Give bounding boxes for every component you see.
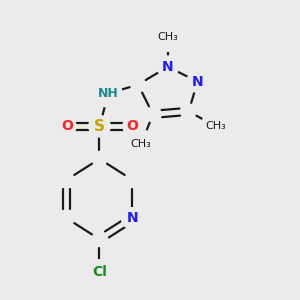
Text: O: O: [61, 119, 73, 133]
Text: CH₃: CH₃: [158, 32, 178, 42]
Circle shape: [58, 117, 76, 136]
Text: CH₃: CH₃: [131, 139, 152, 149]
Circle shape: [95, 80, 122, 107]
Circle shape: [154, 23, 182, 51]
Text: S: S: [94, 119, 105, 134]
Circle shape: [89, 116, 110, 137]
Circle shape: [122, 208, 143, 229]
Circle shape: [187, 71, 208, 92]
Circle shape: [157, 56, 178, 77]
Circle shape: [201, 112, 230, 140]
Text: O: O: [126, 119, 138, 133]
Text: CH₃: CH₃: [205, 121, 226, 131]
Text: Cl: Cl: [92, 265, 107, 279]
Circle shape: [87, 260, 112, 284]
Text: N: N: [126, 212, 138, 225]
Text: N: N: [192, 75, 203, 88]
Text: N: N: [162, 60, 174, 74]
Circle shape: [123, 117, 141, 136]
Circle shape: [127, 130, 155, 158]
Text: NH: NH: [98, 87, 119, 100]
